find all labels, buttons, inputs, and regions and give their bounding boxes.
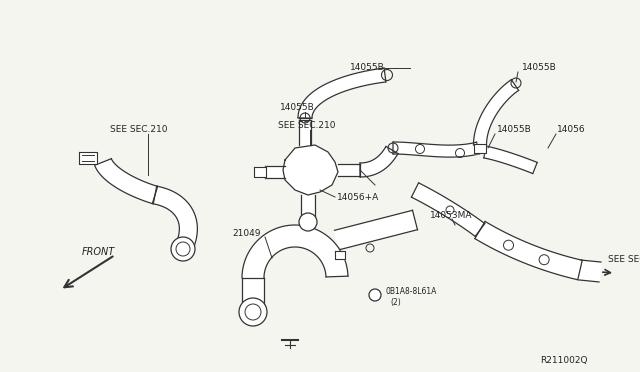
Text: 14053MA: 14053MA <box>430 211 472 219</box>
Text: SEE SEC.210: SEE SEC.210 <box>278 121 335 129</box>
Text: SEE SEC.210: SEE SEC.210 <box>110 125 168 135</box>
Polygon shape <box>474 80 518 145</box>
Polygon shape <box>265 166 285 178</box>
Text: R211002Q: R211002Q <box>540 356 588 365</box>
Polygon shape <box>474 144 486 153</box>
Text: 0B1A8-8L61A: 0B1A8-8L61A <box>385 288 436 296</box>
Polygon shape <box>338 164 360 176</box>
Text: 14055B: 14055B <box>280 103 315 112</box>
Polygon shape <box>254 167 266 177</box>
Text: 14056: 14056 <box>557 125 586 135</box>
Text: 14056+A: 14056+A <box>337 193 380 202</box>
Polygon shape <box>412 183 484 236</box>
Polygon shape <box>242 278 264 310</box>
Polygon shape <box>283 145 338 195</box>
Polygon shape <box>79 152 97 164</box>
Polygon shape <box>335 210 417 250</box>
Circle shape <box>299 213 317 231</box>
Text: B: B <box>372 292 377 298</box>
Circle shape <box>171 237 195 261</box>
Polygon shape <box>360 147 398 177</box>
Polygon shape <box>299 120 311 145</box>
Polygon shape <box>579 260 601 282</box>
Text: SEE SEC.214: SEE SEC.214 <box>608 256 640 264</box>
Polygon shape <box>475 221 582 280</box>
Text: 14055B: 14055B <box>350 64 385 73</box>
Circle shape <box>239 298 267 326</box>
Polygon shape <box>242 225 348 278</box>
Polygon shape <box>95 159 157 203</box>
Polygon shape <box>154 186 197 248</box>
Text: 14055B: 14055B <box>522 64 557 73</box>
Text: 21049: 21049 <box>232 228 260 237</box>
Text: 14055B: 14055B <box>497 125 532 135</box>
Polygon shape <box>484 146 537 174</box>
Polygon shape <box>301 195 315 220</box>
Text: (2): (2) <box>390 298 401 307</box>
Polygon shape <box>298 68 386 118</box>
Polygon shape <box>335 251 345 259</box>
Text: FRONT: FRONT <box>82 247 115 257</box>
Polygon shape <box>393 142 479 157</box>
Circle shape <box>369 289 381 301</box>
